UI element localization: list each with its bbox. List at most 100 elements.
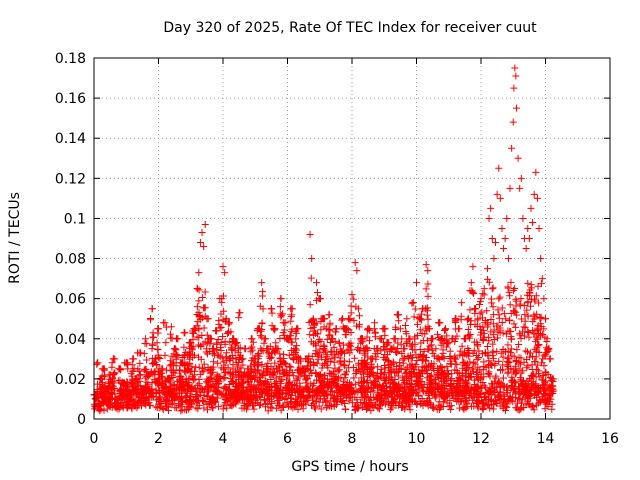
roti-point [374,404,382,412]
roti-point [528,372,536,380]
roti-point [443,362,451,370]
roti-point [480,285,488,293]
roti-point [401,321,409,329]
roti-point [284,335,291,343]
roti-point [325,311,333,319]
roti-point [162,388,170,396]
roti-point [319,315,327,323]
roti-point [258,333,266,341]
roti-point [508,377,516,385]
roti-point [271,392,279,400]
roti-point [433,385,441,393]
roti-point [291,349,299,357]
roti-point [362,400,370,408]
roti-point [447,402,455,410]
roti-point [476,322,484,330]
roti-point [176,382,184,390]
roti-point [113,403,121,411]
roti-point [365,337,373,345]
roti-point [480,291,488,299]
roti-point [494,334,502,342]
roti-point [412,351,420,359]
roti-point [422,367,430,375]
roti-point [491,391,499,399]
roti-point [534,327,542,335]
roti-point [374,374,382,382]
roti-point [495,164,503,172]
roti-point [537,313,545,321]
roti-point [512,389,520,397]
roti-point [267,354,275,362]
roti-point [287,394,295,402]
roti-point [359,363,367,371]
roti-point [312,392,320,400]
roti-point [419,356,427,364]
x-tick-label: 12 [472,431,490,447]
roti-point [316,395,324,403]
roti-point [415,369,423,377]
roti-point [312,347,320,355]
roti-point [429,335,437,343]
roti-point [338,315,346,323]
roti-point [448,335,456,343]
roti-point [153,339,161,347]
roti-point [418,356,426,364]
roti-point [268,386,276,394]
roti-point [548,375,556,383]
roti-point [508,144,516,152]
roti-point [260,339,268,347]
roti-point [254,351,262,359]
roti-point [247,357,255,365]
y-tick-label: 0.16 [55,91,86,107]
roti-point [261,387,269,395]
roti-point [434,373,442,381]
roti-point [484,275,492,283]
roti-point [292,335,300,343]
roti-point [273,364,281,372]
roti-point [463,316,471,324]
roti-point [330,401,338,409]
roti-point [522,387,530,395]
roti-point [187,367,195,375]
roti-point [487,315,495,323]
roti-point [223,396,231,404]
roti-point [227,402,235,410]
roti-point [380,343,388,351]
roti-point [293,398,301,406]
roti-point [461,385,469,393]
y-tick-label: 0.04 [55,332,86,348]
roti-point [231,342,239,350]
roti-point [324,375,332,383]
roti-point [350,374,358,382]
roti-point [498,224,506,232]
roti-point [504,368,512,376]
roti-point [516,302,524,310]
roti-point [538,275,546,283]
roti-point [491,359,499,367]
roti-point [365,395,373,403]
roti-point [434,330,442,338]
roti-point [481,348,489,356]
roti-point [296,382,304,390]
roti-point [437,402,445,410]
roti-point [361,345,369,353]
roti-point [478,404,486,412]
roti-point [183,399,191,407]
roti-point [490,336,498,344]
roti-point [201,220,209,228]
roti-point [314,289,322,297]
roti-point [406,382,414,390]
roti-point [477,295,485,303]
roti-point [474,384,482,392]
roti-point [531,297,539,305]
roti-point [256,332,264,340]
roti-point [318,364,326,372]
roti-point [227,344,235,352]
roti-point [523,348,531,356]
roti-point [248,335,256,343]
roti-point [135,398,143,406]
roti-point [113,395,121,403]
roti-point [143,340,151,348]
roti-point [516,360,524,368]
roti-point [405,402,413,410]
